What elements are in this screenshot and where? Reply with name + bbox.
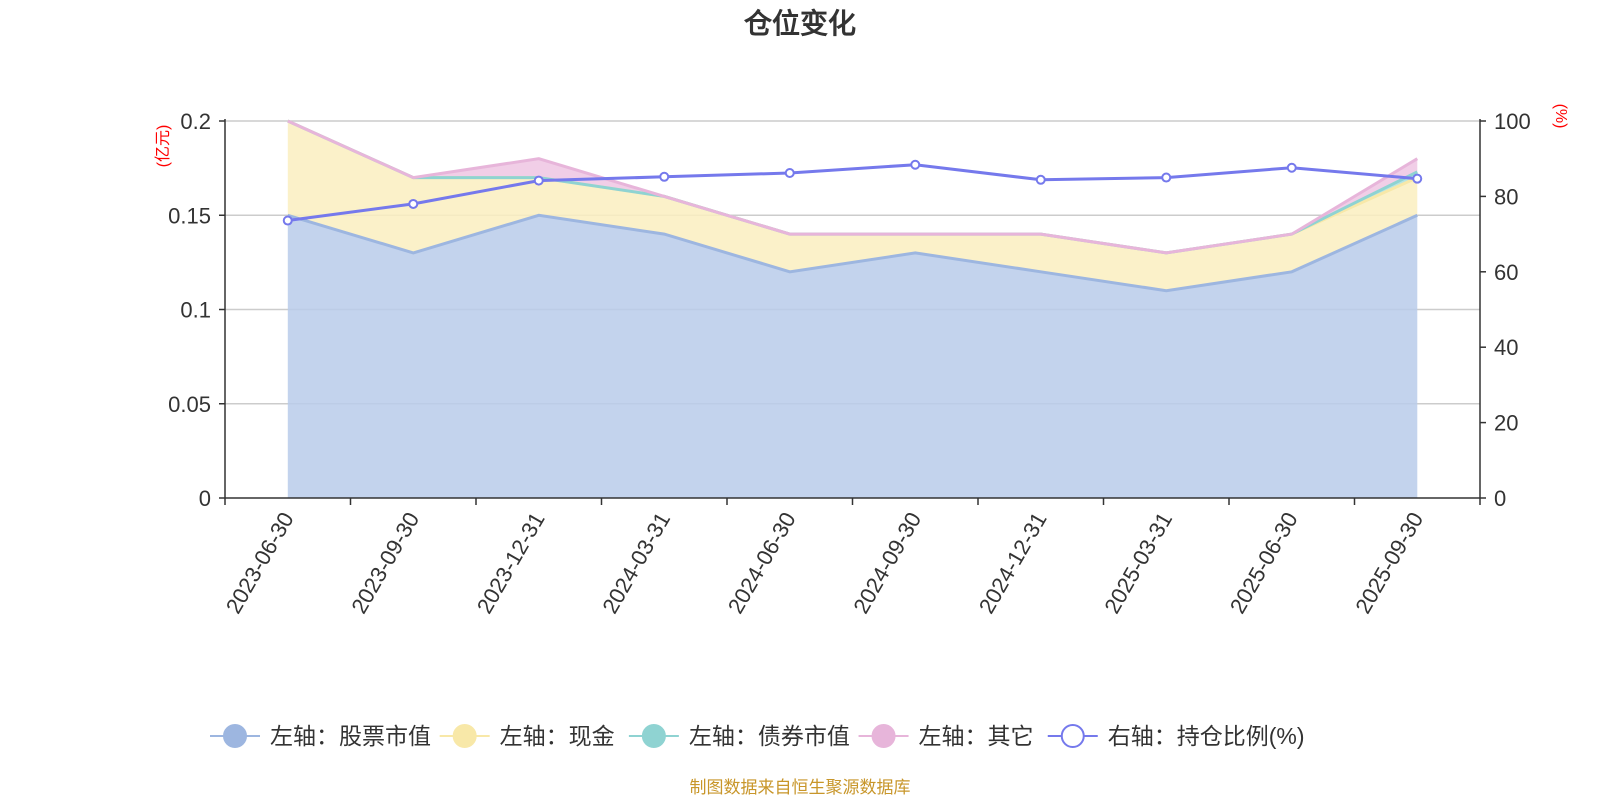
legend[interactable]: 左轴：股票市值 左轴：现金 左轴：债券市值 左轴：其它 右轴：持仓比例(%) — [210, 723, 1305, 749]
ratio-point — [1161, 172, 1172, 183]
legend-label: 右轴：持仓比例(%) — [1108, 723, 1305, 749]
x-axis-tick-label: 2024-06-30 — [723, 508, 801, 618]
ratio-point — [282, 215, 293, 226]
x-axis-tick-label: 2023-12-31 — [472, 508, 550, 618]
data-source-note: 制图数据来自恒生聚源数据库 — [690, 778, 911, 797]
left-axis-tick-label: 0.2 — [180, 109, 211, 134]
ratio-point — [533, 175, 544, 186]
right-axis-tick-label: 40 — [1494, 335, 1518, 360]
legend-item-2[interactable]: 左轴：债券市值 — [628, 723, 850, 749]
legend-label: 左轴：股票市值 — [270, 723, 431, 749]
left-axis-tick-label: 0.05 — [168, 392, 211, 417]
right-axis-unit: (%) — [1552, 104, 1569, 129]
ratio-point — [659, 171, 670, 182]
left-axis-tick-label: 0.15 — [168, 203, 211, 228]
legend-marker — [641, 724, 666, 748]
legend-marker — [871, 724, 896, 748]
area-outlines — [287, 119, 1419, 293]
x-axis-tick-label: 2023-06-30 — [221, 508, 299, 618]
x-axis-tick-label: 2024-12-31 — [974, 508, 1052, 618]
left-axis-unit: (亿元) — [154, 125, 172, 168]
x-axis-tick-label: 2025-03-31 — [1099, 508, 1177, 618]
right-axis-tick-label: 80 — [1494, 184, 1518, 209]
legend-label: 左轴：债券市值 — [689, 723, 850, 749]
x-axis-tick-label: 2023-09-30 — [346, 508, 424, 618]
ratio-point — [1286, 162, 1297, 173]
ratio-line — [282, 159, 1423, 226]
legend-label: 左轴：其它 — [919, 723, 1034, 749]
right-axis-tick-label: 60 — [1494, 260, 1518, 285]
x-axis-tick-label: 2025-06-30 — [1225, 508, 1303, 618]
x-axis-tick-label: 2024-09-30 — [848, 508, 926, 618]
area-outline-3 — [287, 119, 1419, 255]
legend-item-4[interactable]: 右轴：持仓比例(%) — [1047, 723, 1305, 749]
legend-item-1[interactable]: 左轴：现金 — [439, 723, 615, 749]
chart-title: 仓位变化 — [744, 7, 856, 39]
ratio-point — [408, 198, 419, 209]
ratio-line-path — [287, 163, 1418, 222]
left-axis-tick-label: 0 — [199, 486, 211, 511]
legend-marker — [223, 724, 247, 748]
legend-marker — [452, 724, 477, 748]
ratio-point — [910, 159, 921, 170]
area-outline-0 — [287, 213, 1418, 293]
right-axis-tick-label: 0 — [1494, 486, 1506, 511]
ratio-point — [1035, 174, 1046, 185]
x-axis-tick-label: 2025-09-30 — [1350, 508, 1428, 618]
legend-marker — [1060, 724, 1085, 748]
legend-item-0[interactable]: 左轴：股票市值 — [210, 723, 431, 749]
ratio-point — [1412, 173, 1423, 184]
right-axis-tick-label: 20 — [1494, 411, 1518, 436]
ratio-point — [784, 168, 795, 179]
left-axis-tick-label: 0.1 — [180, 298, 211, 323]
legend-label: 左轴：现金 — [500, 723, 615, 749]
legend-item-3[interactable]: 左轴：其它 — [858, 723, 1034, 749]
x-axis-tick-label: 2024-03-31 — [597, 508, 675, 618]
right-axis-tick-label: 100 — [1494, 109, 1531, 134]
